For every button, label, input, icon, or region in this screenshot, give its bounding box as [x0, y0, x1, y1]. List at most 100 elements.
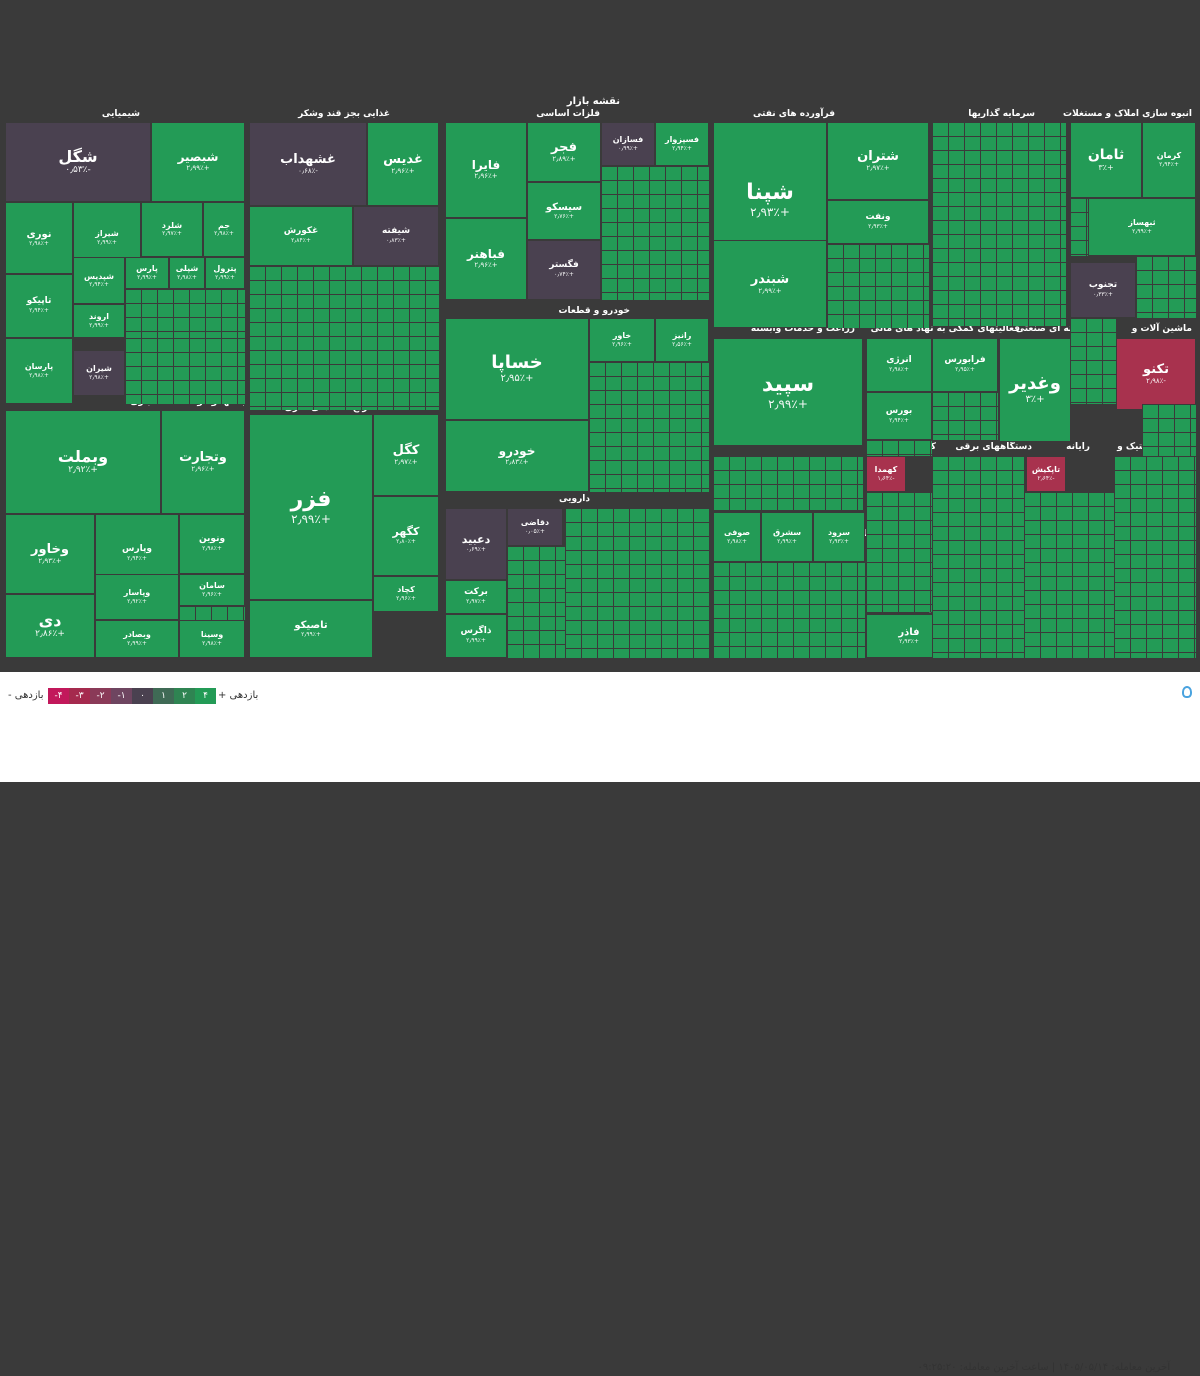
- stock-tile[interactable]: کهمدا -۱٫۶۴٪: [866, 456, 906, 492]
- stock-tile[interactable]: فسپزوار +۲٫۹۴٪: [655, 122, 709, 166]
- small-tiles-cluster[interactable]: [565, 508, 709, 658]
- stock-tile[interactable]: شتران +۲٫۹۷٪: [827, 122, 929, 200]
- stock-tile[interactable]: شپدیس +۲٫۹۴٪: [73, 257, 125, 304]
- small-tiles-cluster[interactable]: [827, 244, 929, 328]
- stock-tile[interactable]: وخاور +۲٫۹۳٪: [5, 514, 95, 594]
- small-tiles-cluster[interactable]: [589, 362, 709, 492]
- stock-tile[interactable]: تاپکیش -۲٫۶۴٪: [1026, 456, 1066, 492]
- stock-tile[interactable]: دعبید +۰٫۶۹٪: [445, 508, 507, 580]
- stock-tile[interactable]: وغدیر +۳٪: [999, 338, 1071, 442]
- small-tiles-cluster[interactable]: [1024, 492, 1114, 658]
- stock-tile[interactable]: تکنو -۲٫۹۸٪: [1116, 338, 1196, 410]
- stock-tile[interactable]: سرود +۲٫۹۳٪: [813, 512, 865, 562]
- stock-symbol: شلرد: [161, 220, 183, 230]
- stock-tile[interactable]: تاصیکو +۲٫۹۹٪: [249, 600, 373, 658]
- stock-tile[interactable]: وبملت +۲٫۹۲٪: [5, 410, 161, 514]
- small-tiles-cluster[interactable]: [1136, 256, 1196, 318]
- small-tiles-cluster[interactable]: [1070, 318, 1116, 404]
- stock-tile[interactable]: فایرا +۲٫۹۶٪: [445, 122, 527, 218]
- stock-tile[interactable]: خاور +۲٫۹۶٪: [589, 318, 655, 362]
- small-tiles-cluster[interactable]: [125, 289, 245, 338]
- stock-tile[interactable]: وپاسار +۲٫۹۲٪: [95, 574, 179, 620]
- small-tiles-cluster[interactable]: [249, 266, 439, 410]
- stock-tile[interactable]: فگستر +۰٫۷۴٪: [527, 240, 601, 300]
- stock-tile[interactable]: خودرو +۲٫۸۳٪: [445, 420, 589, 492]
- stock-tile[interactable]: خساپا +۲٫۹۵٪: [445, 318, 589, 420]
- small-tiles-cluster[interactable]: [713, 562, 865, 658]
- stock-tile[interactable]: پارسان +۲٫۹۸٪: [5, 338, 73, 404]
- stock-tile[interactable]: دی +۲٫۸۶٪: [5, 594, 95, 658]
- stock-tile[interactable]: وتجارت +۲٫۹۶٪: [161, 410, 245, 514]
- small-tiles-cluster[interactable]: [1114, 456, 1196, 658]
- stock-tile[interactable]: شبندر +۲٫۹۹٪: [713, 240, 827, 328]
- stock-tile[interactable]: فباهنر +۲٫۹۶٪: [445, 218, 527, 300]
- stock-symbol: غکورش: [283, 226, 319, 237]
- stock-tile[interactable]: جم +۲٫۹۸٪: [203, 202, 245, 257]
- stock-tile[interactable]: رانیز +۲٫۵۶٪: [655, 318, 709, 362]
- small-tiles-cluster[interactable]: [507, 546, 565, 658]
- small-tiles-cluster[interactable]: [932, 456, 1024, 658]
- small-tiles-cluster[interactable]: [866, 492, 932, 612]
- stock-symbol: تاپکیش: [1031, 465, 1061, 474]
- stock-tile[interactable]: فزر +۲٫۹۹٪: [249, 414, 373, 600]
- stock-tile[interactable]: فجر +۲٫۸۹٪: [527, 122, 601, 182]
- stock-tile[interactable]: تجنوب +۰٫۳۳٪: [1070, 262, 1136, 318]
- stock-tile[interactable]: وسینا +۲٫۹۸٪: [179, 620, 245, 658]
- stock-tile[interactable]: کچاد +۲٫۹۶٪: [373, 576, 439, 612]
- stock-tile[interactable]: سیسکو +۲٫۷۶٪: [527, 182, 601, 240]
- stock-tile[interactable]: برکت +۲٫۹۷٪: [445, 580, 507, 614]
- small-tiles-cluster[interactable]: [713, 456, 863, 510]
- stock-tile[interactable]: کرمان +۲٫۹۴٪: [1142, 122, 1196, 198]
- stock-tile[interactable]: پترول +۲٫۹۹٪: [205, 257, 245, 289]
- stock-tile[interactable]: شیران +۲٫۹۸٪: [73, 350, 125, 396]
- sector-label-machinery: ماشین آلات و: [1131, 324, 1192, 334]
- stock-tile[interactable]: انرژی +۲٫۹۸٪: [866, 338, 932, 392]
- stock-symbol: دعبید: [461, 533, 491, 547]
- stock-tile[interactable]: ذاگرس +۲٫۹۹٪: [445, 614, 507, 658]
- legend-box: -۱: [111, 688, 132, 704]
- stock-tile[interactable]: کگل +۲٫۹۷٪: [373, 414, 439, 496]
- stock-tile[interactable]: دقاضی +۰٫۰۵٪: [507, 508, 563, 546]
- stock-change: +۲٫۸۰٪: [396, 538, 416, 546]
- stock-tile[interactable]: اروند +۲٫۹۹٪: [73, 304, 125, 338]
- stock-tile[interactable]: غدیس +۲٫۹۶٪: [367, 122, 439, 206]
- stock-tile[interactable]: ثبهساز +۲٫۹۹٪: [1088, 198, 1196, 256]
- stock-tile[interactable]: شلرد +۲٫۹۷٪: [141, 202, 203, 257]
- stock-symbol: خودرو: [498, 444, 536, 459]
- small-tiles-cluster[interactable]: [1070, 198, 1088, 256]
- small-tiles-cluster[interactable]: [601, 166, 709, 300]
- small-tiles-cluster[interactable]: [932, 122, 1066, 326]
- stock-tile[interactable]: سپید +۲٫۹۹٪: [713, 338, 863, 446]
- stock-tile[interactable]: ونوین +۲٫۹۸٪: [179, 514, 245, 574]
- stock-tile[interactable]: سامان +۲٫۹۶٪: [179, 574, 245, 606]
- small-tiles-cluster[interactable]: [932, 392, 998, 440]
- stock-tile[interactable]: شیفته +۰٫۸۳٪: [353, 206, 439, 266]
- stock-symbol: کگل: [392, 442, 420, 458]
- stock-tile[interactable]: تاپیکو +۲٫۹۴٪: [5, 274, 73, 338]
- stock-tile[interactable]: فرابورس +۲٫۹۵٪: [932, 338, 998, 392]
- stock-change: +۰٫۳۳٪: [1093, 291, 1113, 299]
- stock-tile[interactable]: غکورش +۲٫۸۴٪: [249, 206, 353, 266]
- stock-tile[interactable]: فسازان +۰٫۹۹٪: [601, 122, 655, 166]
- small-tiles-cluster[interactable]: [1142, 404, 1196, 456]
- stock-change: -۱٫۶۴٪: [877, 474, 895, 482]
- stock-tile[interactable]: کگهر +۲٫۸۰٪: [373, 496, 439, 576]
- stock-tile[interactable]: شپلی +۲٫۹۸٪: [169, 257, 205, 289]
- stock-tile[interactable]: وبصادر +۲٫۹۹٪: [95, 620, 179, 658]
- stock-tile[interactable]: نوری +۲٫۹۸٪: [5, 202, 73, 274]
- stock-change: +۲٫۹۹٪: [1132, 227, 1152, 235]
- stock-change: +۲٫۹۶٪: [202, 590, 222, 598]
- stock-tile[interactable]: ثامان +۳٪: [1070, 122, 1142, 198]
- stock-tile[interactable]: بورس +۲٫۹۴٪: [866, 392, 932, 440]
- stock-tile[interactable]: ونفت +۲٫۹۳٪: [827, 200, 929, 244]
- stock-tile[interactable]: سشرق +۲٫۹۹٪: [761, 512, 813, 562]
- stock-tile[interactable]: غشهداب -۰٫۶۸٪: [249, 122, 367, 206]
- stock-tile[interactable]: صوفی +۲٫۹۸٪: [713, 512, 761, 562]
- stock-tile[interactable]: شگل -۰٫۵۳٪: [5, 122, 151, 202]
- stock-tile[interactable]: پارس +۲٫۹۹٪: [125, 257, 169, 289]
- small-tiles-cluster[interactable]: [125, 338, 245, 404]
- stock-tile[interactable]: شبصیر +۲٫۹۹٪: [151, 122, 245, 202]
- small-tiles-cluster[interactable]: [866, 440, 932, 456]
- legend-plus-label: بازدهی +: [218, 690, 259, 701]
- small-tiles-cluster[interactable]: [179, 606, 245, 620]
